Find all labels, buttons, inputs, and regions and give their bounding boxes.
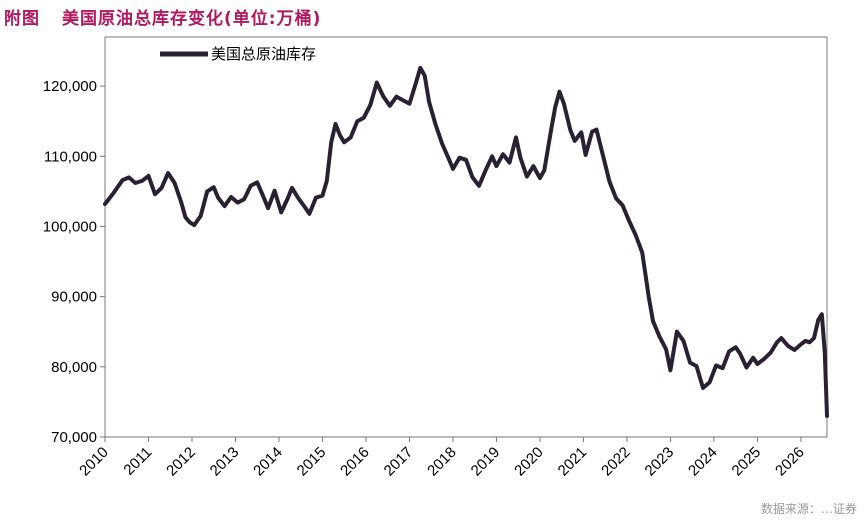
x-tick-label: 2025 xyxy=(729,444,765,480)
y-axis-ticks: 70,000 80,000 90,000 100,000 110,000 120,000 xyxy=(43,78,105,446)
y-tick-label: 70,000 xyxy=(51,429,97,446)
watermark-text: 数据来源：…证券 xyxy=(760,502,857,516)
x-tick-label: 2026 xyxy=(772,444,808,480)
x-tick-label: 2022 xyxy=(598,444,634,480)
plot-area-frame xyxy=(104,36,828,438)
y-tick-label: 100,000 xyxy=(43,218,97,235)
figure-title-text: 美国原油总库存变化(单位:万桶) xyxy=(62,9,322,29)
legend-label: 美国总原油库存 xyxy=(211,45,316,63)
x-tick-label: 2013 xyxy=(207,444,243,480)
x-tick-label: 2014 xyxy=(250,444,286,480)
x-tick-label: 2020 xyxy=(511,444,547,480)
x-axis-ticks: 2010 2011 2012 2013 2014 2015 2016 2017 2018 2019… xyxy=(76,437,808,479)
figure-title: 附图 美国原油总库存变化(单位:万桶) xyxy=(4,4,321,29)
y-tick-label: 80,000 xyxy=(51,359,97,376)
x-tick-label: 2017 xyxy=(381,444,417,480)
x-tick-label: 2015 xyxy=(294,444,330,480)
legend: 美国总原油库存 xyxy=(160,45,316,63)
x-tick-label: 2023 xyxy=(642,444,678,480)
series-group xyxy=(103,65,829,418)
x-tick-label: 2019 xyxy=(468,444,504,480)
x-tick-label: 2018 xyxy=(424,444,460,480)
x-tick-label: 2024 xyxy=(685,444,721,480)
x-tick-label: 2010 xyxy=(76,444,112,480)
x-tick-label: 2016 xyxy=(337,444,373,480)
x-tick-label: 2011 xyxy=(120,444,155,479)
series-line xyxy=(103,65,829,418)
figure-label: 附图 xyxy=(4,9,40,29)
y-tick-label: 120,000 xyxy=(43,78,97,95)
y-tick-label: 90,000 xyxy=(51,289,97,306)
y-tick-label: 110,000 xyxy=(44,148,97,165)
x-tick-label: 2021 xyxy=(555,444,591,480)
x-tick-label: 2012 xyxy=(163,444,199,480)
